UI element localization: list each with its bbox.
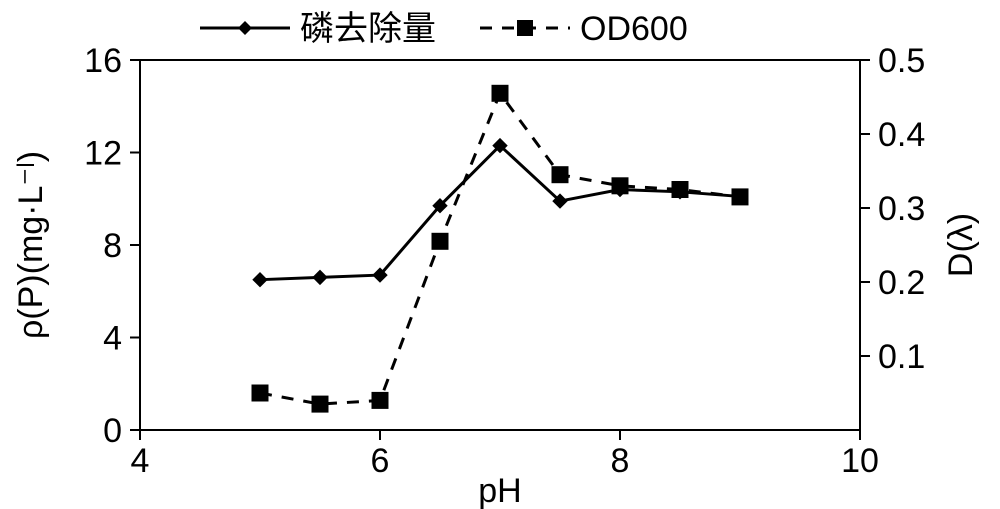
y-left-tick-label: 0: [103, 412, 122, 450]
y-left-axis-label: ρ(P)(mg·L⁻ˡ): [12, 151, 50, 339]
y-left-tick-label: 16: [84, 42, 122, 80]
marker-square: [372, 392, 388, 408]
marker-square: [612, 178, 628, 194]
y-right-tick-label: 0.3: [878, 190, 925, 228]
chart-svg: 4681004812160.10.20.30.40.5pHρ(P)(mg·L⁻ˡ…: [0, 0, 1000, 509]
y-right-tick-label: 0.5: [878, 42, 925, 80]
y-right-axis-label: D(λ): [942, 213, 980, 277]
marker-square: [252, 385, 268, 401]
x-axis-label: pH: [478, 472, 521, 509]
marker-square: [732, 189, 748, 205]
y-left-tick-label: 4: [103, 320, 122, 358]
marker-square: [552, 167, 568, 183]
marker-square: [492, 85, 508, 101]
marker-square: [672, 182, 688, 198]
marker-square: [432, 233, 448, 249]
y-right-tick-label: 0.4: [878, 116, 925, 154]
y-left-tick-label: 8: [103, 227, 122, 265]
y-left-tick-label: 12: [84, 135, 122, 173]
y-right-tick-label: 0.2: [878, 264, 925, 302]
legend-marker-square: [517, 20, 533, 36]
x-tick-label: 6: [371, 442, 390, 480]
y-right-tick-label: 0.1: [878, 338, 925, 376]
legend-label-s2: OD600: [580, 10, 688, 48]
chart-container: 4681004812160.10.20.30.40.5pHρ(P)(mg·L⁻ˡ…: [0, 0, 1000, 509]
x-tick-label: 8: [611, 442, 630, 480]
legend-label-s1: 磷去除量: [300, 10, 436, 48]
x-tick-label: 10: [841, 442, 879, 480]
chart-bg: [0, 0, 1000, 509]
x-tick-label: 4: [131, 442, 150, 480]
marker-square: [312, 396, 328, 412]
